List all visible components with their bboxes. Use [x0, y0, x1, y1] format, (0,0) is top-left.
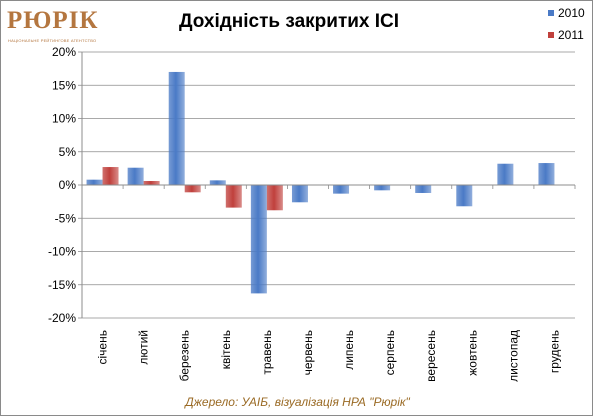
bar-2011-січень — [102, 167, 119, 185]
logo: РЮРІК НАЦІОНАЛЬНЕ РЕЙТИНГОВЕ АГЕНТСТВО — [7, 7, 99, 47]
legend-label-2010: 2010 — [558, 6, 585, 20]
bar-2010-лютий — [127, 167, 144, 185]
y-tick-label: -5% — [55, 211, 77, 225]
bar-2010-жовтень — [456, 185, 473, 207]
chart-title: Дохідність закритих ІСІ — [179, 11, 400, 32]
y-tick-label: 20% — [52, 45, 76, 59]
y-tick-label: 0% — [59, 178, 77, 192]
bar-2010-травень — [250, 185, 267, 294]
x-tick-label: жовтень — [465, 330, 479, 376]
x-tick-label: червень — [301, 330, 315, 375]
x-tick-label: липень — [342, 330, 356, 370]
bar-2010-червень — [291, 185, 308, 203]
bar-2010-грудень — [538, 163, 555, 185]
logo-tagline: НАЦІОНАЛЬНЕ РЕЙТИНГОВЕ АГЕНТСТВО — [8, 38, 97, 43]
legend-swatch-2010 — [548, 10, 554, 16]
legend-swatch-2011 — [548, 32, 554, 38]
x-tick-label: березень — [178, 330, 192, 381]
y-tick-label: 15% — [52, 78, 76, 92]
x-tick-label: серпень — [383, 330, 397, 375]
bar-2010-березень — [168, 71, 185, 185]
x-tick-label: вересень — [424, 330, 438, 382]
bar-2010-січень — [86, 179, 103, 185]
y-tick-label: -15% — [48, 278, 76, 292]
bar-2011-березень — [184, 185, 201, 193]
bar-2010-квітень — [209, 180, 226, 185]
x-tick-label: листопад — [506, 330, 520, 382]
x-tick-label: січень — [96, 330, 110, 364]
bar-2011-квітень — [225, 185, 242, 208]
bar-2010-листопад — [497, 163, 514, 185]
y-tick-label: 5% — [59, 145, 77, 159]
legend-label-2011: 2011 — [558, 28, 584, 42]
bar-2011-лютий — [143, 181, 160, 185]
bar-2011-травень — [266, 185, 283, 211]
y-tick-label: -10% — [48, 245, 76, 259]
x-tick-label: травень — [260, 330, 274, 375]
x-tick-label: квітень — [219, 330, 233, 369]
logo-word: РЮРІК — [7, 7, 99, 34]
bar-2010-липень — [333, 185, 350, 194]
x-tick-label: лютий — [137, 330, 151, 365]
y-tick-label: -20% — [48, 311, 76, 325]
y-tick-label: 10% — [52, 112, 76, 126]
bar-2010-вересень — [415, 185, 432, 193]
source-note: Джерело: УАІБ, візуалізація НРА "Рюрік" — [185, 395, 410, 409]
bar-2010-серпень — [374, 185, 391, 191]
x-tick-label: грудень — [547, 330, 561, 373]
